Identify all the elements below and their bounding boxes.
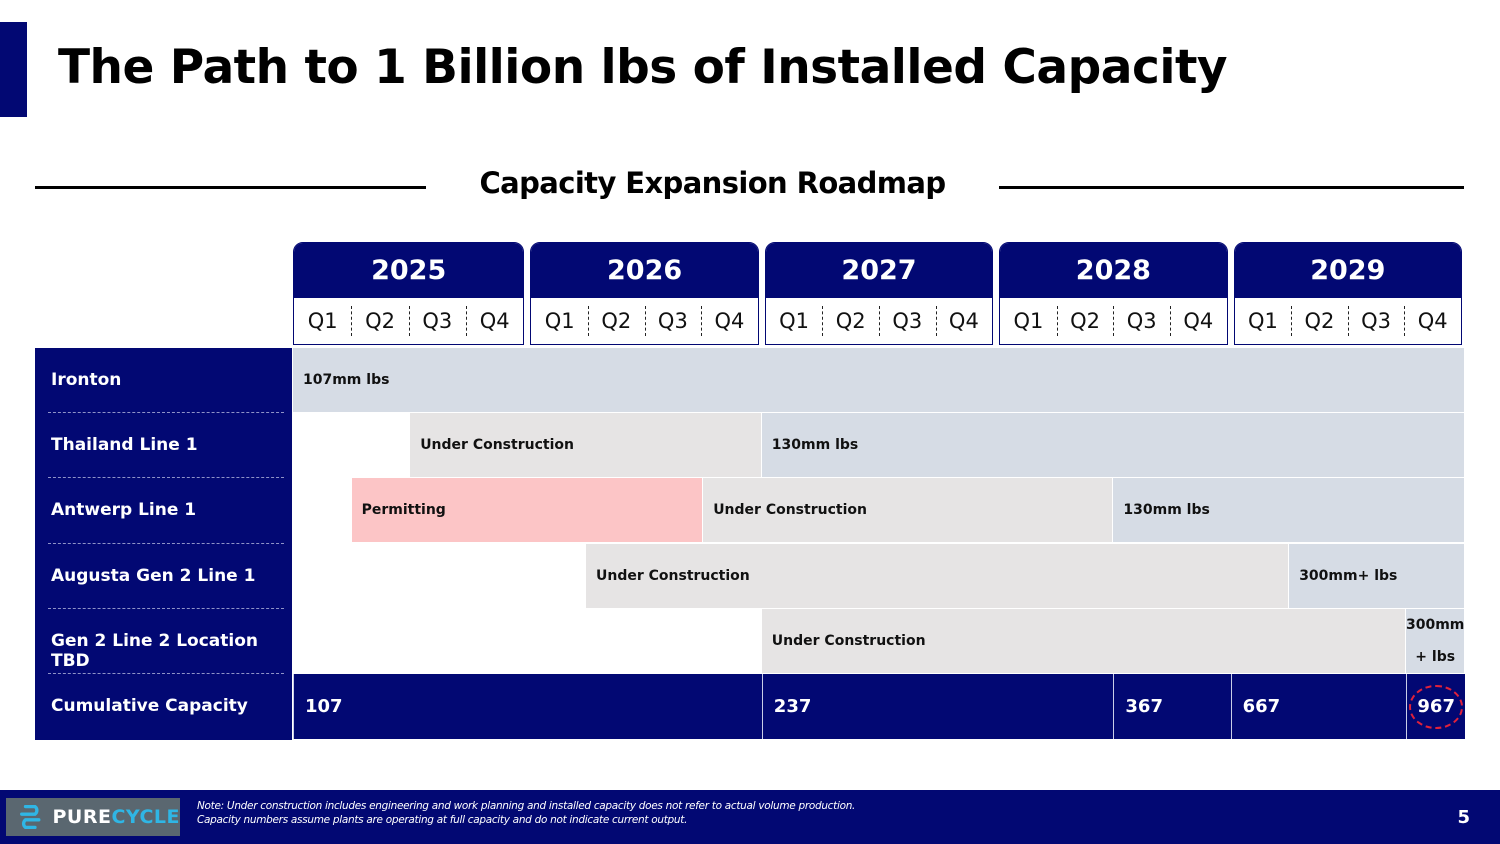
row-label: Gen 2 Line 2 Location TBD xyxy=(51,630,259,671)
quarter-label: Q4 xyxy=(935,298,993,344)
quarter-labels: Q1 Q2 Q3 Q4 xyxy=(531,298,757,344)
slide-title: The Path to 1 Billion lbs of Installed C… xyxy=(58,40,1228,95)
bar-construction: Under Construction xyxy=(586,543,1289,608)
bar-construction: Under Construction xyxy=(761,608,1406,673)
year-block-2029: 2029 Q1 Q2 Q3 Q4 xyxy=(1233,242,1462,345)
year-block-2027: 2027 Q1 Q2 Q3 Q4 xyxy=(764,242,994,345)
purecycle-logo: PURECYCLE xyxy=(6,798,180,836)
quarter-label: Q3 xyxy=(644,298,702,344)
row-label: Augusta Gen 2 Line 1 xyxy=(51,565,256,586)
cumulative-value-text: 107 xyxy=(305,696,343,717)
bar-label: 300mm+ lbs xyxy=(1299,567,1398,584)
row-separator xyxy=(48,412,284,414)
bar-label: Under Construction xyxy=(596,567,750,584)
year-block-2028: 2028 Q1 Q2 Q3 Q4 xyxy=(999,242,1228,345)
quarter-label: Q4 xyxy=(466,298,523,344)
row-label: Antwerp Line 1 xyxy=(51,500,197,521)
quarter-label: Q2 xyxy=(1291,298,1348,344)
year-label: 2028 xyxy=(1000,243,1227,298)
bar-installed: 300mm+ lbs xyxy=(1289,543,1464,608)
quarter-label: Q1 xyxy=(1247,309,1278,333)
quarter-label: Q3 xyxy=(1113,298,1170,344)
highlight-ring xyxy=(1409,684,1464,729)
cumulative-value-text: 367 xyxy=(1125,696,1163,717)
row-separator xyxy=(48,673,284,674)
row-label: Ironton xyxy=(51,370,122,390)
bar-label: + lbs xyxy=(1415,648,1456,665)
footnote-line-2: Capacity numbers assume plants are opera… xyxy=(197,814,688,826)
quarter-label: Q1 xyxy=(1013,309,1044,333)
cumulative-value: 667 xyxy=(1230,674,1407,739)
quarter-labels: Q1 Q2 Q3 Q4 xyxy=(294,298,523,344)
quarter-label: Q4 xyxy=(1169,298,1227,344)
subtitle-rule-right xyxy=(999,186,1464,189)
logo-cycle: CYCLE xyxy=(111,806,180,828)
chart-title: Capacity Expansion Roadmap xyxy=(479,166,946,200)
cumulative-value: 107 xyxy=(293,674,762,739)
footnote: Note: Under construction includes engine… xyxy=(197,799,855,827)
row-label: Thailand Line 1 xyxy=(51,435,198,456)
year-label: 2026 xyxy=(531,243,758,298)
bar-construction: Under Construction xyxy=(703,478,1113,543)
cumulative-value: 237 xyxy=(761,674,1114,739)
quarter-label: Q4 xyxy=(1404,298,1461,344)
quarter-label: Q2 xyxy=(822,298,879,344)
purecycle-logo-icon xyxy=(20,805,41,829)
bar-label: Under Construction xyxy=(771,632,926,649)
year-label: 2029 xyxy=(1234,243,1461,298)
cumulative-value: 967 xyxy=(1406,674,1465,739)
row-separator xyxy=(48,607,284,609)
bar-label: 130mm lbs xyxy=(771,437,859,454)
quarter-label: Q4 xyxy=(701,298,758,344)
year-label: 2025 xyxy=(294,243,524,298)
year-label: 2027 xyxy=(765,243,993,298)
quarter-label: Q2 xyxy=(1056,298,1114,344)
title-accent-bar xyxy=(0,22,27,117)
year-block-2025: 2025 Q1 Q2 Q3 Q4 xyxy=(293,242,525,345)
bar-installed: 107mm lbs xyxy=(293,348,1464,412)
quarter-label: Q3 xyxy=(1347,298,1405,344)
quarter-label: Q2 xyxy=(351,298,408,344)
logo-pure: PURE xyxy=(52,806,112,828)
bar-label: Under Construction xyxy=(713,502,867,519)
quarter-labels: Q1 Q2 Q3 Q4 xyxy=(1000,298,1226,344)
footnote-line-1: Note: Under construction includes engine… xyxy=(197,800,856,812)
footer: PURECYCLE Note: Under construction inclu… xyxy=(0,790,1500,844)
bar-label: 107mm lbs xyxy=(303,372,390,388)
quarter-label: Q3 xyxy=(408,298,466,344)
bar-construction: Under Construction xyxy=(410,413,761,478)
bar-label: 300mm xyxy=(1405,616,1465,633)
quarter-label: Q1 xyxy=(779,309,810,333)
logo-wordmark: PURECYCLE xyxy=(52,806,180,828)
quarter-labels: Q1 Q2 Q3 Q4 xyxy=(766,298,992,344)
row-label-column: Ironton Thailand Line 1 Antwerp Line 1 Augu… xyxy=(35,348,292,740)
page-number: 5 xyxy=(1457,807,1470,828)
subtitle-rule-left xyxy=(35,186,426,189)
row-separator xyxy=(48,477,284,479)
bar-installed: 300mm + lbs xyxy=(1405,608,1465,673)
quarter-labels: Q1 Q2 Q3 Q4 xyxy=(1235,298,1461,344)
row-label: Cumulative Capacity xyxy=(51,696,248,716)
row-separator xyxy=(48,542,284,544)
quarter-label: Q3 xyxy=(878,298,936,344)
bar-installed: 130mm lbs xyxy=(761,413,1464,478)
year-block-2026: 2026 Q1 Q2 Q3 Q4 xyxy=(530,242,759,345)
bar-installed: 130mm lbs xyxy=(1113,478,1464,543)
quarter-label: Q1 xyxy=(544,309,575,333)
bar-label: 130mm lbs xyxy=(1123,502,1210,519)
bar-permitting: Permitting xyxy=(351,478,703,543)
quarter-label: Q1 xyxy=(307,309,338,333)
bar-label: Under Construction xyxy=(420,437,574,454)
bar-label: Permitting xyxy=(361,502,446,519)
cumulative-value-text: 237 xyxy=(773,696,812,717)
cumulative-value: 367 xyxy=(1113,674,1231,739)
cumulative-value-text: 667 xyxy=(1242,696,1281,717)
quarter-label: Q2 xyxy=(587,298,645,344)
